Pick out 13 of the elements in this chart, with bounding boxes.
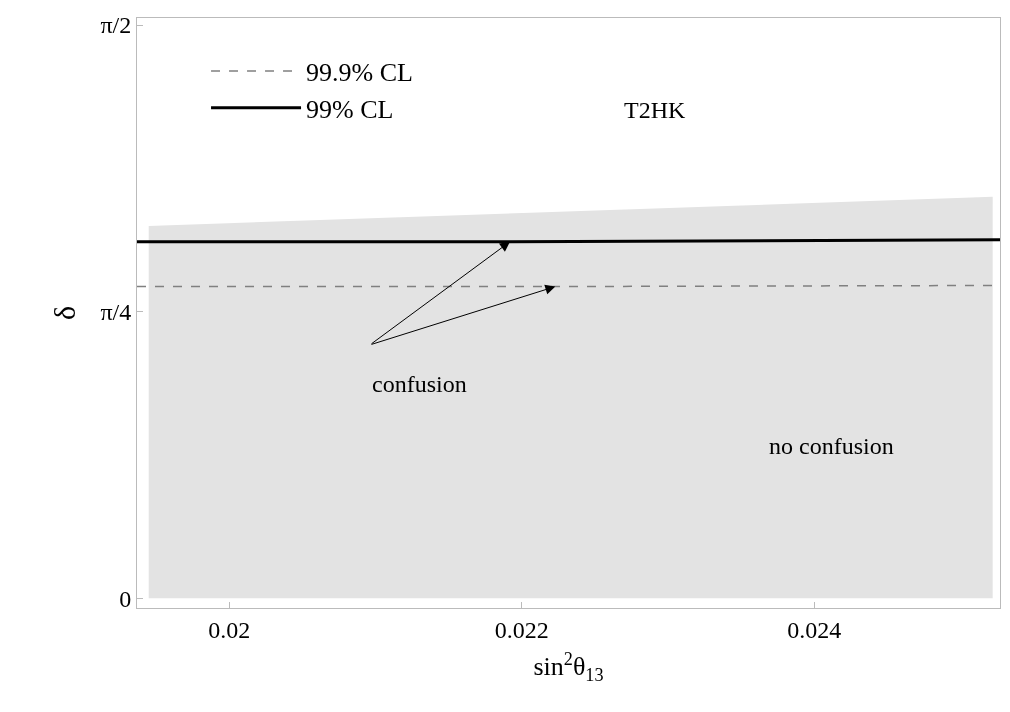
x-tick-label: 0.02 xyxy=(208,616,251,643)
y-axis-title: δ xyxy=(48,305,82,321)
y-tick-label: 0 xyxy=(119,585,132,612)
legend-label: 99.9% CL xyxy=(306,58,413,88)
x-axis-title: sin$^{2}$θ$_{13}$ xyxy=(533,648,604,685)
y-tick-label: π/4 xyxy=(100,298,132,325)
annotation: T2HK xyxy=(624,97,686,123)
annotation: confusion xyxy=(372,371,467,397)
annotation: no confusion xyxy=(769,433,894,459)
y-tick-label: π/2 xyxy=(100,12,132,39)
legend-label: 99% CL xyxy=(306,94,394,124)
x-tick-label: 0.022 xyxy=(494,616,549,643)
x-tick-label: 0.024 xyxy=(787,616,842,643)
